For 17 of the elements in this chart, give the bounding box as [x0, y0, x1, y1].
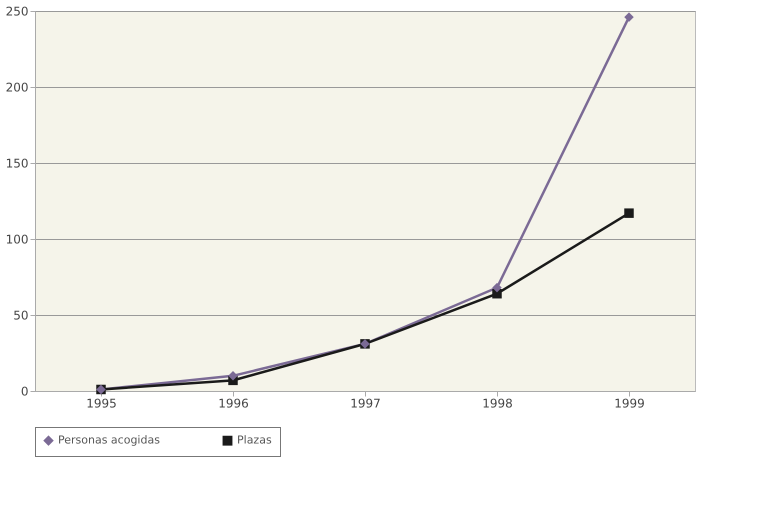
y-tick-label: 0 [20, 384, 28, 398]
legend-label: Personas acogidas [58, 434, 160, 447]
y-tick-label: 150 [6, 156, 28, 170]
x-tick-label: 1998 [482, 396, 513, 410]
y-tick-label: 200 [6, 80, 28, 94]
y-tick-label: 50 [13, 308, 28, 322]
x-tick-label: 1995 [86, 396, 117, 410]
point [624, 208, 634, 218]
y-tick-label: 250 [6, 4, 28, 18]
y-tick-label: 100 [6, 232, 28, 246]
legend-label: Plazas [237, 434, 272, 447]
point [492, 282, 502, 292]
x-tick-label: 1999 [614, 396, 645, 410]
x-tick-label: 1996 [218, 396, 249, 410]
point [228, 371, 238, 381]
x-tick-label: 1997 [350, 396, 381, 410]
point [624, 12, 634, 22]
